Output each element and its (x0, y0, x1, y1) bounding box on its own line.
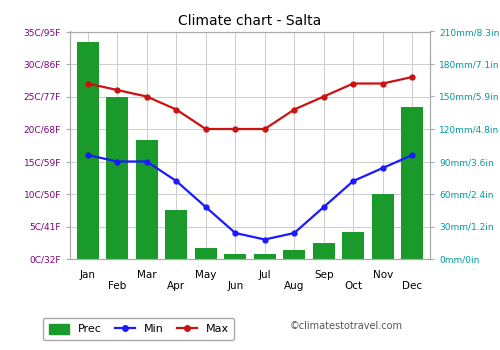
Text: Jul: Jul (258, 270, 271, 280)
Legend: Prec, Min, Max: Prec, Min, Max (43, 318, 234, 340)
Bar (194, 248, 217, 259)
Text: Dec: Dec (402, 281, 422, 290)
Text: Nov: Nov (372, 270, 393, 280)
Text: ©climatestotravel.com: ©climatestotravel.com (290, 321, 403, 331)
Text: Mar: Mar (137, 270, 156, 280)
Text: Sep: Sep (314, 270, 334, 280)
Text: Jun: Jun (227, 281, 244, 290)
Text: Oct: Oct (344, 281, 362, 290)
Text: Feb: Feb (108, 281, 126, 290)
Title: Climate chart - Salta: Climate chart - Salta (178, 14, 322, 28)
Bar (401, 107, 423, 259)
Text: Apr: Apr (167, 281, 186, 290)
Bar (283, 250, 306, 259)
Bar (312, 243, 335, 259)
Text: Jan: Jan (80, 270, 96, 280)
Text: Aug: Aug (284, 281, 304, 290)
Bar (106, 97, 128, 259)
Bar (165, 210, 188, 259)
Text: May: May (195, 270, 216, 280)
Bar (342, 232, 364, 259)
Bar (76, 42, 99, 259)
Bar (136, 140, 158, 259)
Bar (254, 254, 276, 259)
Bar (224, 254, 246, 259)
Bar (372, 194, 394, 259)
